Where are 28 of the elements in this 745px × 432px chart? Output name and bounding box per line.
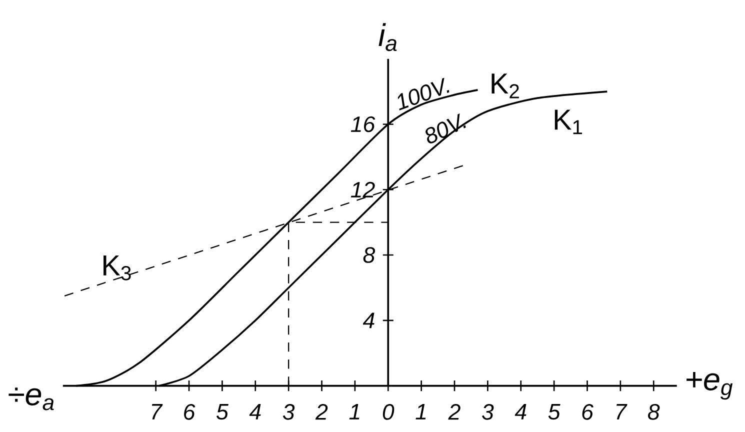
y-tick-label: 16 <box>350 116 376 132</box>
x-tick-label: 2 <box>315 404 328 420</box>
x-tick-label: 1 <box>349 404 360 420</box>
x-tick-label: 7 <box>152 404 163 420</box>
x-tick-label: 5 <box>216 404 228 420</box>
x-tick-label: 3 <box>282 404 295 420</box>
x-tick-label: 4 <box>249 404 261 420</box>
x-tick-label: 3 <box>482 404 494 420</box>
x-tick-label: 8 <box>648 404 660 420</box>
x-tick-label: 6 <box>184 404 196 420</box>
annotation: 100V. <box>398 78 450 111</box>
y-tick-label: 12 <box>350 182 375 198</box>
text: ÷e$_{a}$ <box>8 388 54 410</box>
series-label: K$_{3}$ <box>104 256 131 281</box>
x-tick-label: 7 <box>616 404 628 420</box>
x-tick-label: 4 <box>514 404 526 420</box>
x-tick-label: 6 <box>582 404 594 420</box>
x-tick-label: 1 <box>416 404 426 420</box>
y-tick-label: 8 <box>363 247 376 264</box>
series-label: K$_{1}$ <box>554 110 582 134</box>
y-tick-label: 4 <box>362 312 374 328</box>
x-axis-title: +e$_{g}$ <box>686 372 733 400</box>
x-tick-label: 0 <box>382 404 394 420</box>
x-tick-label: 2 <box>448 404 460 420</box>
y-axis-title: i$_{a}$ <box>378 23 397 52</box>
annotation: 80V. <box>426 114 466 144</box>
series-label: K$_{2}$ <box>492 74 519 98</box>
x-tick-label: 5 <box>548 404 560 420</box>
